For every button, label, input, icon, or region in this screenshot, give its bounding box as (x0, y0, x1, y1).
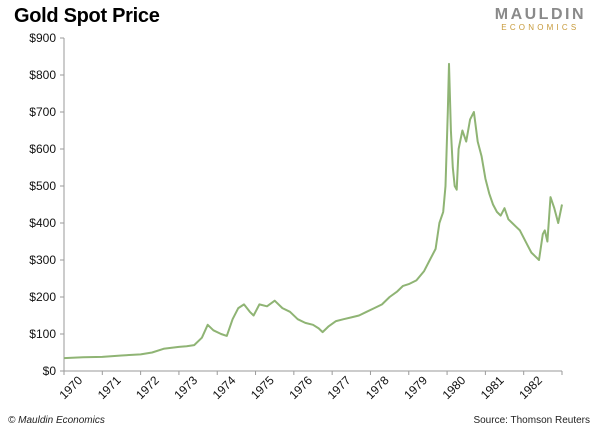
y-tick-label: $0 (43, 364, 57, 378)
x-tick-label: 1978 (363, 373, 392, 402)
x-tick-label: 1982 (516, 373, 545, 402)
y-tick-label: $700 (29, 105, 56, 119)
x-tick-label: 1972 (133, 373, 162, 402)
chart-title: Gold Spot Price (14, 5, 160, 27)
y-tick-label: $400 (29, 216, 56, 230)
y-tick-label: $500 (29, 179, 56, 193)
x-tick-label: 1975 (248, 373, 277, 402)
y-tick-label: $200 (29, 290, 56, 304)
y-tick-label: $800 (29, 68, 56, 82)
x-tick-label: 1971 (95, 373, 124, 402)
x-tick-label: 1977 (325, 373, 354, 402)
x-tick-label: 1981 (478, 373, 507, 402)
x-tick-label: 1976 (286, 373, 315, 402)
series-gold-spot-price (63, 62, 563, 360)
mauldin-logo: MAULDIN ECONOMICS (495, 6, 586, 32)
y-tick-label: $300 (29, 253, 56, 267)
x-tick-label: 1980 (440, 373, 469, 402)
logo-wordmark: MAULDIN (494, 6, 586, 23)
source-note: Source: Thomson Reuters (473, 415, 590, 426)
x-tick-label: 1970 (56, 373, 85, 402)
y-tick-label: $900 (29, 31, 56, 45)
y-tick-label: $600 (29, 142, 56, 156)
y-tick-label: $100 (29, 327, 56, 341)
copyright-note: © Mauldin Economics (8, 415, 105, 426)
y-axis: $0 $100 $200 $300 $400 $500 $600 $700 $800 $900 (29, 31, 65, 378)
x-tick-label: 1974 (210, 373, 239, 402)
x-tick-label: 1973 (171, 373, 200, 402)
logo-subtitle: ECONOMICS (501, 23, 580, 32)
x-tick-label: 1979 (401, 373, 430, 402)
x-axis: 1970 1971 1972 1973 1974 1975 1976 1977 1978 1979… (56, 370, 563, 402)
series-line-gold-spot-price (63, 62, 563, 360)
